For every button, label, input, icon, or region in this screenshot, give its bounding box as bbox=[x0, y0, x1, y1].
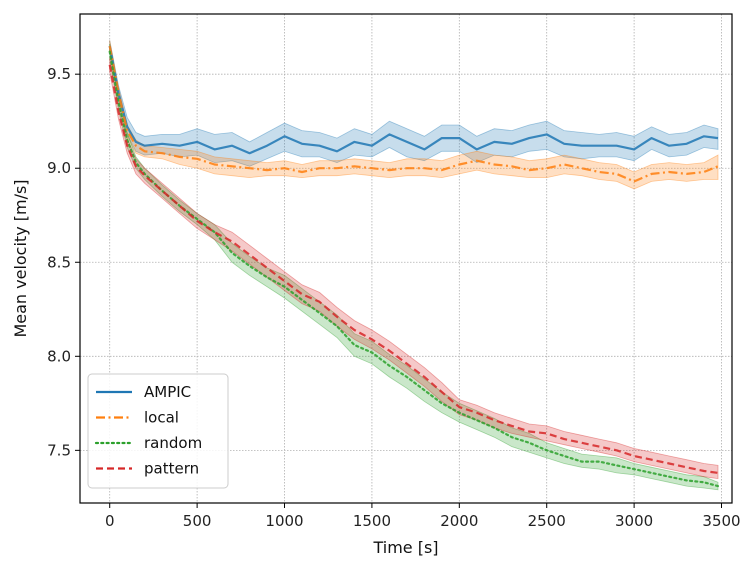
legend-label-ampic: AMPIC bbox=[144, 383, 191, 401]
ampic-band bbox=[109, 40, 719, 167]
ampic-line bbox=[108, 45, 719, 155]
x-tick-label: 1500 bbox=[353, 512, 391, 530]
local-line bbox=[108, 45, 719, 183]
axis-ticks: 0 500 1000 1500 2000 2500 3000 3500 7.5 8.0 8.5 9.0… bbox=[47, 65, 740, 530]
y-tick-label: 9.0 bbox=[47, 159, 71, 177]
pattern-line bbox=[108, 64, 719, 474]
x-tick-label: 3500 bbox=[702, 512, 740, 530]
x-tick-label: 2500 bbox=[528, 512, 566, 530]
y-tick-label: 9.5 bbox=[47, 65, 71, 83]
legend-box bbox=[87, 373, 229, 489]
x-tick-label: 500 bbox=[183, 512, 212, 530]
y-axis-label: Mean velocity [m/s] bbox=[11, 179, 30, 337]
random-band bbox=[109, 44, 719, 491]
x-tick-label: 2000 bbox=[440, 512, 478, 530]
series-lines bbox=[108, 45, 720, 488]
legend-label-pattern: pattern bbox=[144, 460, 199, 478]
y-tick-label: 8.0 bbox=[47, 347, 71, 365]
plot-frame bbox=[79, 13, 733, 504]
x-tick-label: 3000 bbox=[615, 512, 653, 530]
x-tick-label: 0 bbox=[105, 512, 115, 530]
legend-label-random: random bbox=[144, 434, 202, 452]
x-axis-label: Time [s] bbox=[372, 538, 438, 557]
legend: AMPIC local random pattern bbox=[87, 373, 229, 489]
x-tick-label: 1000 bbox=[265, 512, 303, 530]
pattern-band bbox=[109, 57, 719, 480]
y-tick-label: 7.5 bbox=[47, 441, 71, 459]
y-tick-label: 8.5 bbox=[47, 253, 71, 271]
legend-label-local: local bbox=[144, 409, 179, 427]
